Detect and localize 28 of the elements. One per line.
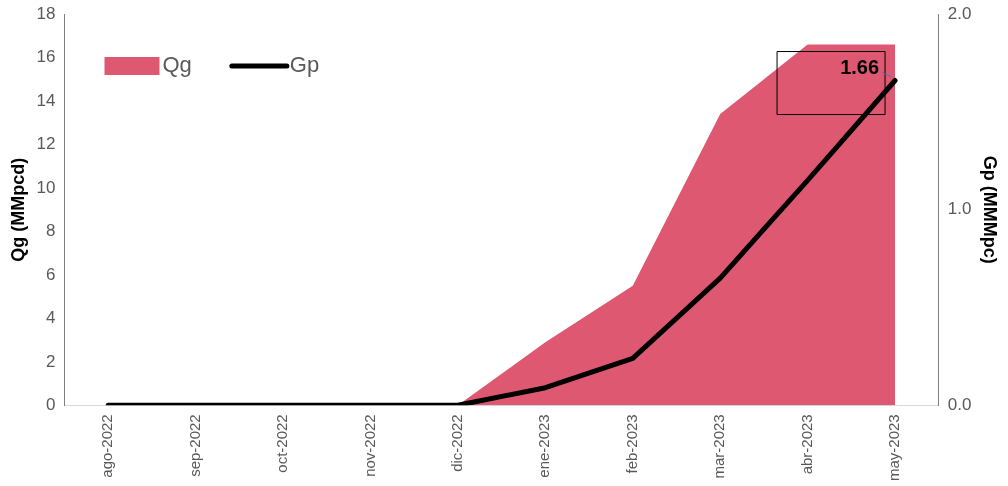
y-tick-label: 16	[36, 47, 56, 67]
x-tick-label: oct-2022	[273, 414, 291, 473]
y2-tick-label: 1.0	[947, 199, 972, 219]
y2-axis-title: Gp (MMMpc)	[980, 155, 1001, 264]
x-tick-label: may-2023	[885, 414, 903, 481]
x-tick-label: dic-2022	[448, 414, 466, 472]
x-tick-label: ene-2023	[535, 414, 553, 478]
x-tick-label: sep-2022	[185, 414, 203, 477]
legend-label: Qg	[162, 52, 192, 78]
legend-label: Gp	[289, 52, 320, 78]
y-tick-label: 8	[46, 221, 56, 241]
y-axis-title: Qg (MMpcd)	[7, 157, 28, 262]
x-tick-label: feb-2023	[622, 414, 640, 474]
y2-tick-label: 2.0	[947, 3, 972, 23]
x-tick-label: mar-2023	[710, 414, 728, 479]
x-tick-label: nov-2022	[360, 414, 378, 477]
y-tick-label: 6	[46, 264, 56, 284]
y-tick-label: 18	[36, 3, 56, 23]
y-tick-label: 10	[36, 177, 56, 197]
y-tick-label: 0	[46, 394, 56, 414]
y-tick-label: 4	[46, 308, 56, 328]
data-label: 1.66	[840, 56, 880, 79]
y-tick-label: 12	[36, 134, 56, 154]
x-tick-label: abr-2023	[797, 414, 815, 475]
x-tick-label: ago-2022	[98, 414, 116, 478]
y2-tick-label: 0.0	[947, 394, 972, 414]
y-tick-label: 2	[46, 351, 56, 371]
y-tick-label: 14	[36, 90, 56, 110]
